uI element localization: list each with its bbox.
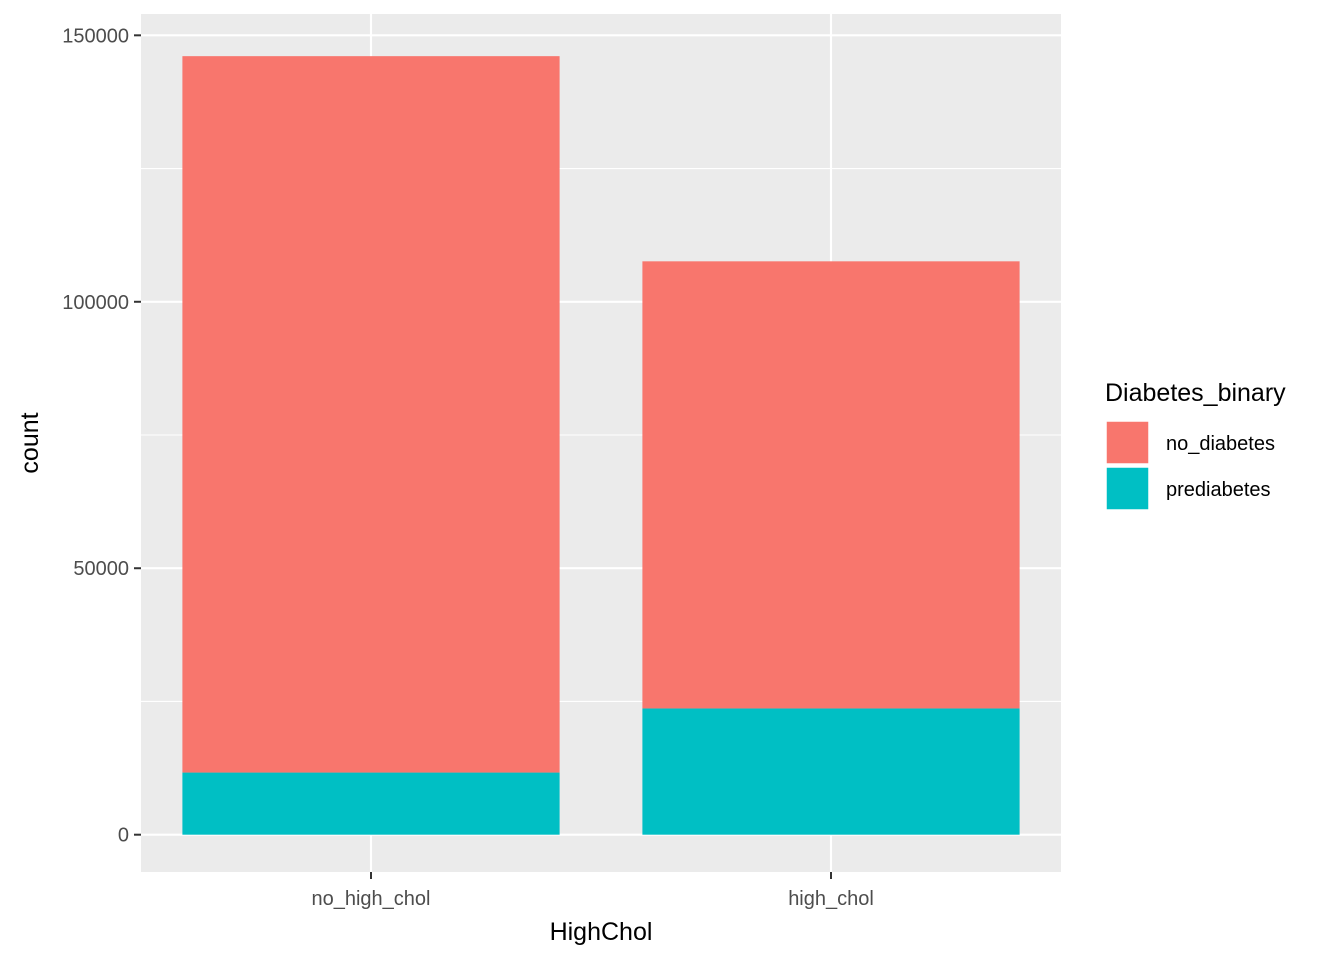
legend-key-no_diabetes [1105, 420, 1150, 465]
x-axis: no_high_chol high_chol [312, 872, 874, 910]
legend-label-no_diabetes: no_diabetes [1166, 433, 1275, 455]
y-axis-title: count [16, 412, 44, 473]
bar-high_chol-prediabetes [642, 708, 1020, 835]
bar-no_high_chol-no_diabetes [182, 56, 560, 773]
legend-label-prediabetes: prediabetes [1166, 479, 1271, 501]
y-tick-label: 100000 [62, 292, 129, 314]
y-axis: 0 50000 100000 150000 [62, 25, 141, 847]
legend: Diabetes_binary no_diabetes prediabetes [1105, 379, 1286, 511]
y-tick-label: 50000 [73, 558, 129, 580]
x-tick-label: no_high_chol [312, 888, 431, 910]
bars-layer [182, 56, 1020, 835]
y-tick-label: 0 [118, 825, 129, 847]
bar-no_high_chol-prediabetes [182, 772, 560, 835]
x-axis-title: HighChol [550, 918, 653, 946]
y-tick-label: 150000 [62, 25, 129, 47]
bar-high_chol-no_diabetes [642, 261, 1020, 709]
x-tick-label: high_chol [788, 888, 874, 910]
legend-title: Diabetes_binary [1105, 379, 1286, 407]
legend-key-prediabetes [1105, 466, 1150, 511]
